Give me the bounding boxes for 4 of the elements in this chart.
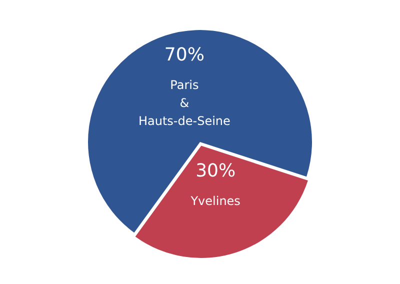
data-label: 30% xyxy=(196,160,236,182)
slice-label: Paris & Hauts-de-Seine xyxy=(138,78,230,128)
data-label: 70% xyxy=(164,44,204,66)
slice-label: Yvelines xyxy=(190,194,240,208)
